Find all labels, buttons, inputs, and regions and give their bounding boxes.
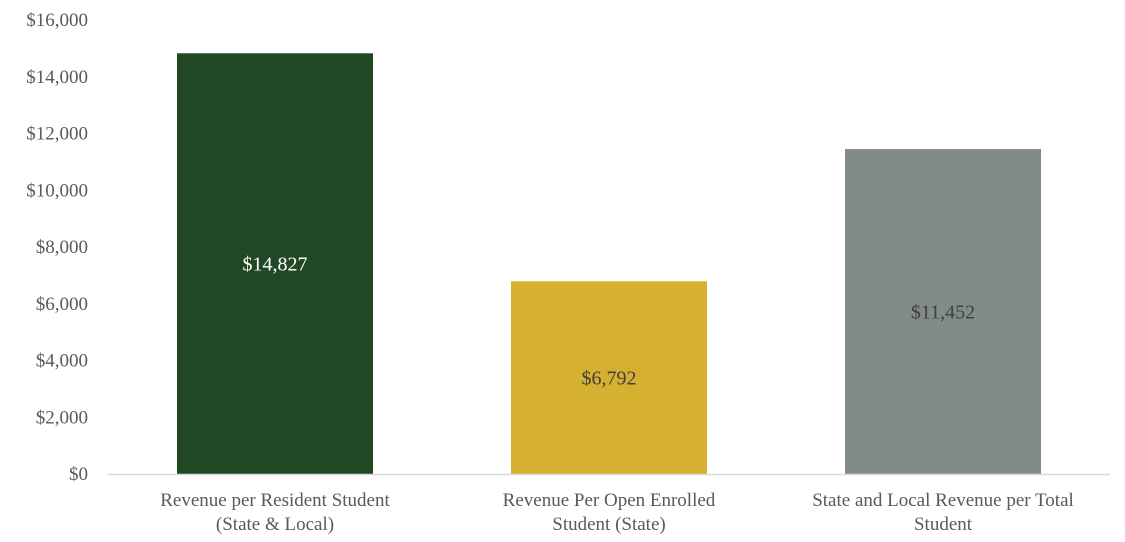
y-tick-label: $2,000 [36,407,88,428]
x-tick-label: Student [914,514,973,535]
x-tick-label: Student (State) [552,514,665,535]
y-tick-label: $4,000 [36,351,88,372]
y-tick-label: $10,000 [26,180,88,201]
bars [177,53,1041,474]
x-tick-label: (State & Local) [216,514,334,535]
data-labels: $14,827 $6,792 $11,452 [243,254,976,390]
data-label: $14,827 [243,254,308,276]
x-axis: Revenue per Resident Student (State & Loc… [160,490,1074,535]
y-tick-label: $14,000 [26,67,88,88]
y-tick-label: $0 [69,464,88,485]
data-label: $11,452 [911,302,975,324]
y-tick-label: $8,000 [36,237,88,258]
y-axis: $0 $2,000 $4,000 $6,000 $8,000 $10,000 $12,000… [26,10,88,485]
bar [177,53,373,474]
bar [511,281,707,474]
x-tick-label: Revenue per Resident Student [160,490,390,511]
y-tick-label: $16,000 [26,10,88,31]
y-tick-label: $6,000 [36,294,88,315]
bar [845,149,1041,474]
data-label: $6,792 [582,368,637,390]
y-tick-label: $12,000 [26,124,88,145]
x-tick-label: Revenue Per Open Enrolled [503,490,716,511]
x-tick-label: State and Local Revenue per Total [812,490,1074,511]
